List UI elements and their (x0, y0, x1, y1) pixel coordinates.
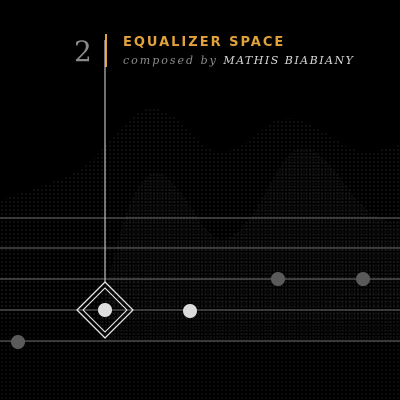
track-credit: composed by MATHIS BIABIANY (123, 54, 354, 67)
track-header: 2 EQUALIZER SPACE composed by MATHIS BIA… (0, 0, 400, 80)
composed-by-label: composed by (123, 54, 218, 67)
diamond-playhead-icon[interactable] (76, 281, 134, 339)
track-number: 2 (74, 35, 92, 68)
composer-name: MATHIS BIABIANY (223, 54, 355, 67)
note-dot[interactable] (183, 304, 197, 318)
note-dot[interactable] (11, 335, 25, 349)
note-dot[interactable] (356, 272, 370, 286)
track-title: EQUALIZER SPACE (123, 35, 286, 50)
note-dot[interactable] (271, 272, 285, 286)
active-note (98, 303, 112, 317)
accent-divider (105, 34, 107, 67)
